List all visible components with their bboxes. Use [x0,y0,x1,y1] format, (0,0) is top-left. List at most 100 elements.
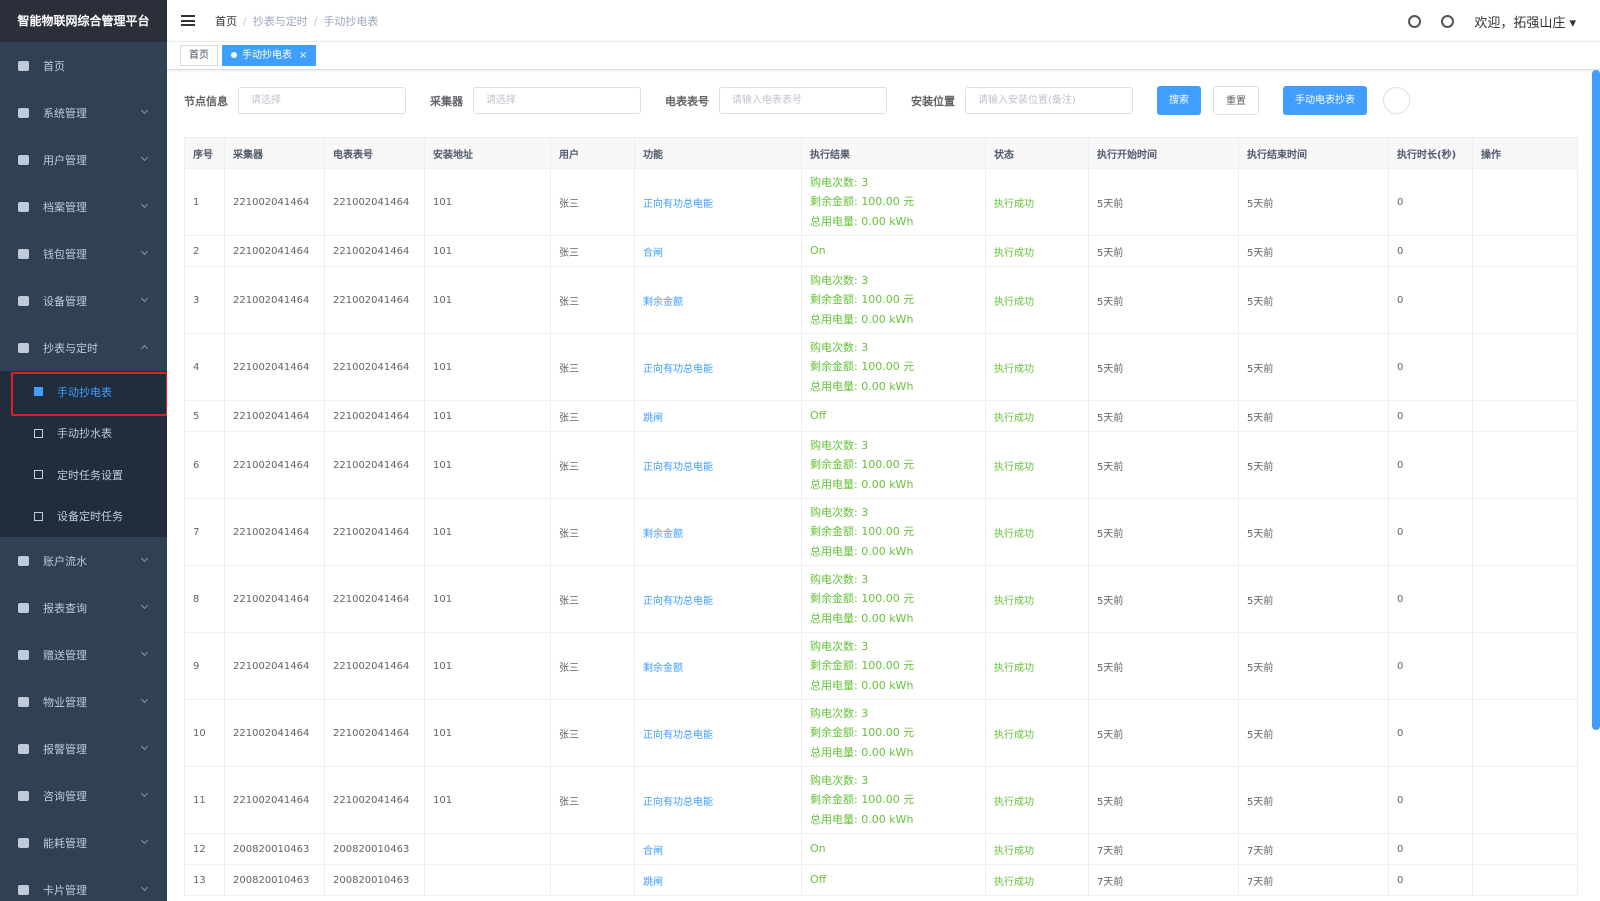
filter-input[interactable]: 请输入电表表号 [719,87,887,114]
menu-icon [18,743,29,754]
submenu-label[interactable]: 定时任务设置 [57,468,123,482]
refresh-button[interactable] [1383,87,1410,114]
menu-item[interactable]: 系统管理 [0,89,167,136]
menu-label[interactable]: 咨询管理 [43,789,87,803]
menu-item[interactable]: 抄表与定时 [0,324,167,371]
submenu-item[interactable]: 定时任务设置 [0,454,167,496]
table-cell: 101 [424,565,551,633]
result-cell: Off [801,864,986,896]
chevron [140,648,149,657]
column-header: 执行时长(秒) [1388,137,1473,169]
welcome[interactable]: 欢迎，拓强山庄 ▾ [1474,15,1576,31]
table-cell[interactable]: 跳闸 [634,400,802,432]
submenu-item[interactable]: 手动抄水表 [0,413,167,455]
menu-item[interactable]: 报表查询 [0,584,167,631]
menu-label[interactable]: 首页 [43,59,65,73]
submenu-label[interactable]: 手动抄电表 [57,385,112,399]
table-cell[interactable]: 合闸 [634,235,802,267]
table-cell[interactable]: 正向有功总电能 [634,168,802,236]
reset-button[interactable]: 重置 [1213,86,1259,115]
result-cell: 购电次数: 3 剩余金额: 100.00 元总用电量: 0.00 kWh [801,168,986,236]
table-cell[interactable]: 跳闸 [634,864,802,896]
breadcrumb-item[interactable]: 首页 [215,14,237,28]
submenu-label[interactable]: 设备定时任务 [57,510,123,524]
table-cell: 221002041464 [324,498,425,566]
submenu-label[interactable]: 手动抄水表 [57,427,112,441]
result-line: 剩余金额: 100.00 元 [810,293,915,307]
table-cell: 221002041464 [324,632,425,700]
menu-label[interactable]: 抄表与定时 [43,341,98,355]
welcome-text[interactable]: 欢迎，拓强山庄 [1474,15,1566,31]
menu-label[interactable]: 设备管理 [43,294,87,308]
table-cell[interactable]: 剩余金额 [634,632,802,700]
submenu-icon [34,387,43,397]
menu-item[interactable]: 账户流水 [0,537,167,584]
menu-label[interactable]: 账户流水 [43,554,87,568]
menu-item[interactable]: 首页 [0,42,167,89]
tabs: 首页 手动抄电表 [167,42,1600,70]
filter-input[interactable]: 请选择 [473,87,641,114]
menu-item[interactable]: 卡片管理 [0,866,167,901]
search-icon[interactable] [1408,14,1422,28]
menu-item[interactable]: 咨询管理 [0,772,167,819]
menu-item[interactable]: 报警管理 [0,725,167,772]
result-line: 购电次数: 3 [810,340,869,354]
table-cell: 执行成功 [985,565,1089,633]
table-cell: 5天前 [1088,699,1239,767]
menu-label[interactable]: 钱包管理 [43,247,87,261]
action-cell [1472,333,1578,401]
table-cell[interactable]: 正向有功总电能 [634,766,802,834]
submenu-item[interactable]: 手动抄电表 [0,371,167,416]
tab[interactable]: 手动抄电表 [222,45,317,66]
tab[interactable]: 首页 [180,45,218,66]
result-line: 剩余金额: 100.00 元 [810,360,915,374]
menu-label[interactable]: 用户管理 [43,153,87,167]
table-cell[interactable]: 剩余金额 [634,498,802,566]
chevron [140,294,149,303]
menu-label[interactable]: 报表查询 [43,601,87,615]
column-header: 采集器 [224,137,325,169]
manual-read-button[interactable]: 手动电表抄表 [1283,86,1367,115]
menu-item[interactable]: 物业管理 [0,678,167,725]
table-cell: 0 [1388,333,1473,401]
table-cell: 执行成功 [985,168,1089,236]
menu-label[interactable]: 系统管理 [43,106,87,120]
table-cell: 8 [184,565,225,633]
filter-input[interactable]: 请输入安装位置(备注) [965,87,1133,114]
menu-label[interactable]: 卡片管理 [43,883,87,897]
table-cell[interactable]: 正向有功总电能 [634,431,802,499]
menu-label[interactable]: 物业管理 [43,695,87,709]
menu-toggle[interactable] [181,15,195,26]
menu-item[interactable]: 赠送管理 [0,631,167,678]
table-cell[interactable]: 剩余金额 [634,266,802,334]
table-cell: 0 [1388,632,1473,700]
refresh-icon[interactable] [1441,14,1455,28]
menu-label[interactable]: 报警管理 [43,742,87,756]
menu-item[interactable]: 用户管理 [0,136,167,183]
table-cell[interactable]: 正向有功总电能 [634,565,802,633]
table-cell[interactable]: 正向有功总电能 [634,699,802,767]
filter-input[interactable]: 请选择 [238,87,406,114]
scrollbar[interactable] [1592,70,1600,730]
submenu-item[interactable]: 设备定时任务 [0,496,167,538]
menu-item[interactable]: 设备管理 [0,277,167,324]
result-line: Off [810,873,827,887]
search-button[interactable]: 搜索 [1157,86,1201,115]
menu-icon [18,696,29,707]
menu-label[interactable]: 能耗管理 [43,836,87,850]
menu-item[interactable]: 档案管理 [0,183,167,230]
result-line: On [810,244,826,258]
table-cell: 1 [184,168,225,236]
table-row: 11 221002041464 221002041464 101 张三 正向有功总电能 购电… [184,766,1578,834]
result-cell: Off [801,400,986,432]
menu-label[interactable]: 赠送管理 [43,648,87,662]
table-cell: 0 [1388,431,1473,499]
menu-item[interactable]: 能耗管理 [0,819,167,866]
menu-item[interactable]: 钱包管理 [0,230,167,277]
menu-label[interactable]: 档案管理 [43,200,87,214]
table-cell[interactable]: 正向有功总电能 [634,333,802,401]
table-cell: 221002041464 [224,632,325,700]
chevron [140,789,149,798]
table-cell[interactable]: 合闸 [634,833,802,865]
